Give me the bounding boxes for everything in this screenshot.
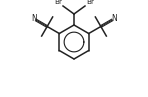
Text: N: N: [111, 14, 117, 23]
Text: Br: Br: [86, 0, 94, 6]
Text: N: N: [31, 14, 37, 23]
Text: Br: Br: [54, 0, 62, 6]
